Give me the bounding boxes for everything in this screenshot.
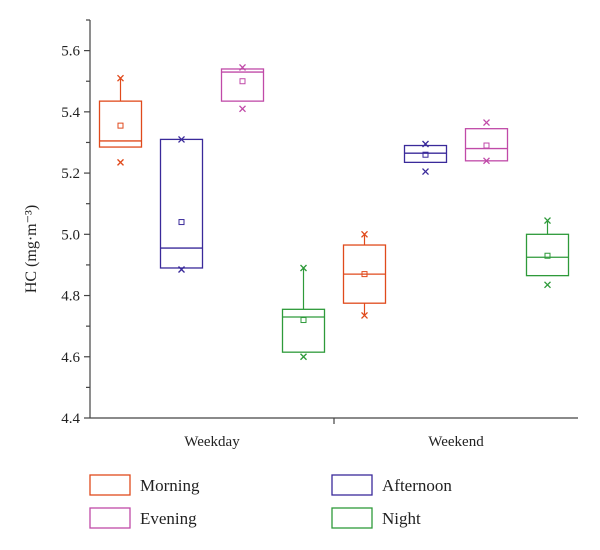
- legend-swatch: [89, 474, 131, 496]
- legend-swatch: [89, 507, 131, 529]
- box-morning-weekday: [98, 74, 143, 166]
- max-marker: [117, 74, 124, 82]
- y-tick-label: 5.6: [61, 44, 80, 60]
- mean-marker: [178, 219, 185, 226]
- y-axis-title: HC (mg·m⁻³): [23, 205, 40, 293]
- legend-label: Night: [382, 509, 421, 528]
- legend-label: Evening: [140, 509, 197, 528]
- iqr-box: [525, 233, 570, 277]
- legend-swatch: [331, 507, 373, 529]
- y-tick-label: 5.4: [61, 105, 80, 121]
- box-evening-weekday: [220, 63, 265, 113]
- legend: Morning Afternoon Evening Night: [89, 474, 452, 529]
- box-morning-weekend: [342, 230, 387, 319]
- mean-marker: [300, 317, 307, 324]
- min-marker: [483, 157, 490, 165]
- mean-marker: [422, 151, 429, 158]
- min-marker: [361, 311, 368, 319]
- max-marker: [361, 230, 368, 238]
- max-marker: [483, 119, 490, 127]
- mean-marker: [483, 142, 490, 149]
- min-marker: [300, 353, 307, 361]
- max-marker: [178, 135, 185, 143]
- iqr-box: [220, 68, 265, 102]
- x-tick-label: Weekend: [428, 434, 484, 450]
- min-marker: [544, 281, 551, 289]
- min-marker: [422, 168, 429, 176]
- legend-item-afternoon: Afternoon: [331, 474, 452, 496]
- legend-item-evening: Evening: [89, 507, 197, 529]
- y-tick-label: 5.0: [61, 227, 80, 243]
- legend-item-night: Night: [331, 507, 421, 529]
- y-tick-label: 5.2: [61, 166, 80, 182]
- iqr-box: [281, 308, 326, 353]
- x-tick-label: Weekday: [184, 434, 240, 450]
- max-marker: [422, 140, 429, 148]
- legend-swatch: [331, 474, 373, 496]
- legend-item-morning: Morning: [89, 474, 200, 496]
- mean-marker: [544, 252, 551, 259]
- iqr-box: [464, 128, 509, 162]
- max-marker: [239, 63, 246, 71]
- mean-marker: [361, 271, 368, 278]
- y-tick-label: 4.8: [61, 289, 80, 305]
- min-marker: [239, 105, 246, 113]
- box-night-weekday: [281, 264, 326, 361]
- mean-marker: [239, 78, 246, 85]
- min-marker: [178, 266, 185, 273]
- box-afternoon-weekday: [159, 135, 204, 273]
- legend-label: Morning: [140, 476, 200, 495]
- box-night-weekend: [525, 217, 570, 289]
- box-afternoon-weekend: [403, 140, 448, 176]
- box-plot-marks: [98, 63, 570, 361]
- box-evening-weekend: [464, 119, 509, 165]
- y-tick-label: 4.6: [61, 350, 80, 366]
- mean-marker: [117, 122, 124, 129]
- legend-label: Afternoon: [382, 476, 452, 495]
- min-marker: [117, 158, 124, 166]
- iqr-box: [98, 100, 143, 148]
- max-marker: [544, 217, 551, 224]
- axes: 4.4 4.6 4.8 5.0 5.2 5.4 5.6 HC (mg·m⁻³) Weekday W…: [23, 19, 578, 450]
- y-tick-label: 4.4: [61, 411, 80, 427]
- iqr-box: [403, 144, 448, 164]
- max-marker: [300, 264, 307, 272]
